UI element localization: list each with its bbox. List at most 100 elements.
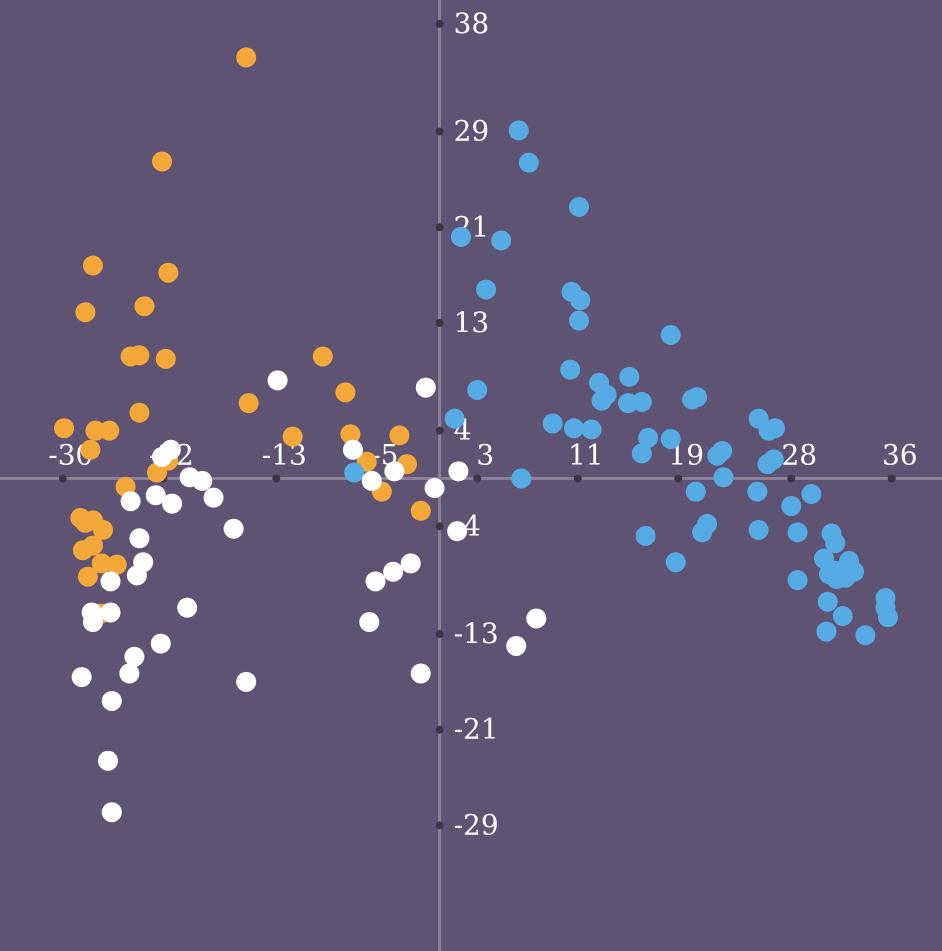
data-point <box>631 443 652 464</box>
data-point <box>92 519 113 540</box>
data-point <box>365 571 386 592</box>
x-tick-mark <box>787 474 796 483</box>
data-point <box>100 602 121 623</box>
data-point <box>526 608 547 629</box>
data-point <box>687 387 708 408</box>
data-point <box>511 468 532 489</box>
x-tick-mark <box>887 474 896 483</box>
data-point <box>825 533 846 554</box>
data-point <box>150 633 171 654</box>
data-point <box>448 461 469 482</box>
data-point <box>236 47 257 68</box>
data-point <box>203 487 224 508</box>
data-point <box>129 528 150 549</box>
data-point <box>359 612 380 633</box>
y-tick-mark <box>435 223 444 232</box>
data-point <box>106 554 127 575</box>
data-point <box>82 612 103 633</box>
data-point <box>282 426 303 447</box>
data-point <box>781 496 802 517</box>
x-tick-mark <box>674 474 683 483</box>
y-tick-mark <box>435 522 444 531</box>
data-point <box>467 379 488 400</box>
data-point <box>77 566 98 587</box>
x-tick-mark <box>573 474 582 483</box>
y-tick-label: -13 <box>454 617 499 650</box>
data-point <box>152 446 173 467</box>
data-point <box>826 568 847 589</box>
data-points <box>54 47 898 823</box>
data-point <box>635 525 656 546</box>
data-point <box>100 571 121 592</box>
y-tick-mark <box>435 19 444 28</box>
data-point <box>665 552 686 573</box>
data-point <box>410 500 431 521</box>
data-point <box>383 561 404 582</box>
data-point <box>120 346 141 367</box>
data-point <box>99 420 120 441</box>
data-point <box>384 461 405 482</box>
y-tick-mark <box>435 725 444 734</box>
data-point <box>82 255 103 276</box>
y-tick-mark <box>435 630 444 638</box>
x-tick-label: 28 <box>781 438 817 471</box>
data-point <box>400 553 421 574</box>
x-tick-mark <box>473 474 482 483</box>
data-point <box>476 279 497 300</box>
data-point <box>491 230 512 251</box>
data-point <box>801 484 822 505</box>
y-tick-label: 13 <box>454 306 490 339</box>
data-point <box>361 470 382 491</box>
data-point <box>506 635 527 656</box>
x-tick-label: 36 <box>882 438 918 471</box>
y-tick-mark <box>435 318 444 327</box>
data-point <box>162 493 183 514</box>
x-tick-label: 11 <box>568 438 604 471</box>
data-point <box>54 418 75 439</box>
data-point <box>152 151 173 172</box>
data-point <box>450 226 471 247</box>
data-point <box>120 491 141 512</box>
data-point <box>223 518 244 539</box>
data-point <box>685 481 706 502</box>
data-point <box>119 663 140 684</box>
data-point <box>447 521 468 542</box>
data-point <box>855 625 876 646</box>
data-point <box>267 370 288 391</box>
data-point <box>508 120 529 141</box>
data-point <box>147 462 167 483</box>
data-point <box>124 646 145 667</box>
data-point <box>817 591 838 612</box>
data-point <box>75 302 96 323</box>
data-point <box>129 402 150 423</box>
data-point <box>344 462 365 483</box>
data-point <box>236 671 257 692</box>
y-tick-label: -29 <box>454 808 499 841</box>
data-point <box>877 607 898 628</box>
data-point <box>748 519 769 540</box>
data-point <box>563 418 584 439</box>
data-point <box>758 420 779 441</box>
data-point <box>192 470 213 491</box>
data-point <box>713 467 734 488</box>
data-point <box>410 663 431 684</box>
data-point <box>177 597 198 618</box>
data-point <box>581 419 602 440</box>
data-point <box>312 346 333 367</box>
data-point <box>660 429 681 450</box>
data-point <box>518 152 539 173</box>
data-point <box>415 377 436 398</box>
x-tick-label: 3 <box>476 438 494 471</box>
data-point <box>75 512 96 533</box>
data-point <box>155 348 176 369</box>
series-2 <box>344 120 898 646</box>
data-point <box>569 310 590 331</box>
data-point <box>444 408 465 429</box>
data-point <box>569 196 590 217</box>
data-point <box>335 382 356 403</box>
data-point <box>238 393 259 414</box>
data-point <box>816 621 837 642</box>
y-tick-mark <box>435 821 444 830</box>
data-point <box>98 750 119 771</box>
data-point <box>832 606 853 627</box>
